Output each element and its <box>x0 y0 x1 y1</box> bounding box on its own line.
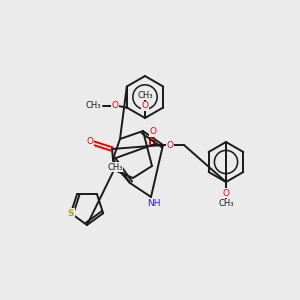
Text: CH₃: CH₃ <box>85 101 101 110</box>
Text: O: O <box>149 128 157 136</box>
Text: CH₃: CH₃ <box>107 163 123 172</box>
Text: O: O <box>223 188 230 197</box>
Text: O: O <box>111 101 118 110</box>
Text: S: S <box>68 209 74 218</box>
Text: NH: NH <box>147 200 161 208</box>
Text: O: O <box>142 101 148 110</box>
Text: O: O <box>86 137 94 146</box>
Text: CH₃: CH₃ <box>218 200 234 208</box>
Text: CH₃: CH₃ <box>137 91 153 100</box>
Text: O: O <box>167 140 173 149</box>
